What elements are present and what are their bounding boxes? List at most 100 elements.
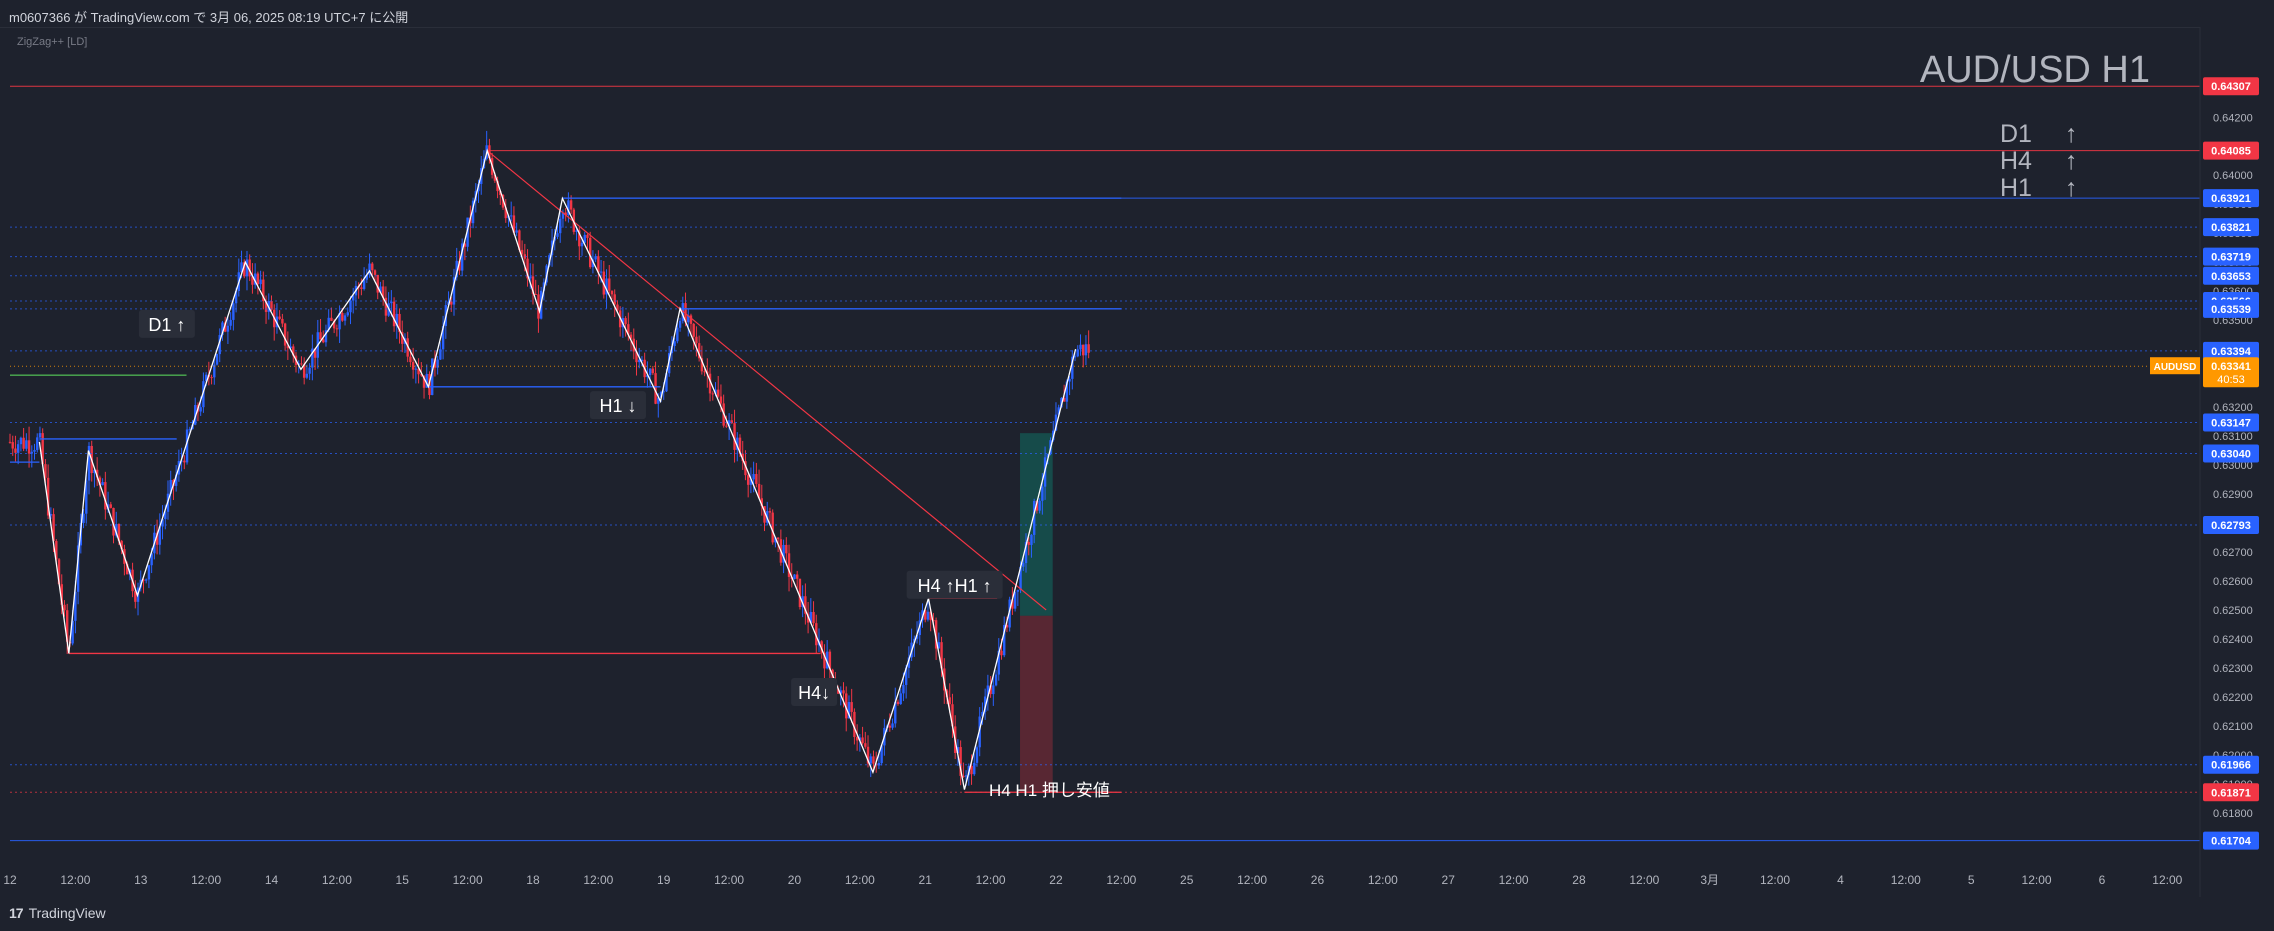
price-chart[interactable]: D1 ↑ H1 ↓ H4 ↑H1 ↑ H4↓ H4 H1 押し安値 0.64200 0.6… xyxy=(0,27,2274,897)
price-level-tag-label: 0.63539 xyxy=(2211,304,2251,316)
candle-body xyxy=(1079,344,1082,350)
price-level-tag-label: 0.63394 xyxy=(2211,346,2252,358)
x-tick-label: 12:00 xyxy=(2152,873,2182,887)
candle-body xyxy=(493,174,497,181)
y-tick-label: 0.62700 xyxy=(2213,547,2253,559)
candle-body xyxy=(828,651,832,670)
candle-body xyxy=(850,702,853,712)
candle-body xyxy=(431,358,434,395)
candle-body xyxy=(115,524,118,536)
candle-body xyxy=(144,579,148,581)
x-tick-label: 21 xyxy=(919,873,933,887)
candle-body xyxy=(599,271,603,273)
candle-body xyxy=(896,701,900,705)
candle-body xyxy=(85,480,88,514)
candle-body xyxy=(940,642,943,669)
publish-header: m0607366 が TradingView.com で 3月 06, 2025… xyxy=(0,0,2274,28)
price-level-tag-label: 0.64085 xyxy=(2211,146,2251,158)
x-tick-label: 12:00 xyxy=(2022,873,2052,887)
brand[interactable]: 17 TradingView xyxy=(9,905,106,921)
candle-body xyxy=(30,451,33,454)
candle-body xyxy=(757,483,761,499)
candle-body xyxy=(937,642,941,649)
candle-body xyxy=(161,519,164,527)
candle-body xyxy=(302,364,306,378)
candle-body xyxy=(76,545,80,592)
candle-body xyxy=(1022,563,1025,567)
structure-lines-layer xyxy=(10,85,2200,842)
candle-body xyxy=(1062,397,1066,402)
candle-body xyxy=(349,300,352,313)
annotation-label: H4 H1 押し安値 xyxy=(989,781,1110,800)
price-level-tag xyxy=(2203,189,2259,208)
trend-status-label: D1 xyxy=(2000,120,2032,148)
candle-body xyxy=(120,540,123,550)
candle-body xyxy=(22,437,25,449)
annotation-label: H4 ↑H1 ↑ xyxy=(918,576,992,596)
x-tick-label: 12:00 xyxy=(1629,873,1659,887)
y-tick-label: 0.62100 xyxy=(2213,721,2253,733)
candle-body xyxy=(956,747,960,754)
candle-body xyxy=(390,301,393,304)
y-tick-label: 0.64000 xyxy=(2213,170,2253,182)
candle-body xyxy=(915,634,919,639)
candle-body xyxy=(406,338,409,357)
candle-body xyxy=(934,620,938,649)
annotation-label: H1 ↓ xyxy=(599,396,636,416)
price-level-tag xyxy=(2203,831,2259,850)
candle-body xyxy=(422,375,426,388)
candle-body xyxy=(904,667,908,685)
candle-body xyxy=(311,348,314,368)
candle-body xyxy=(608,278,611,291)
candle-body xyxy=(16,444,20,453)
candle-body xyxy=(360,287,363,289)
x-tick-label: 12:00 xyxy=(1237,873,1267,887)
candle-body xyxy=(755,474,758,484)
candle-body xyxy=(785,544,788,554)
candle-body xyxy=(346,312,349,316)
candle-body xyxy=(678,320,682,328)
candle-body xyxy=(338,313,341,330)
candle-body xyxy=(932,620,935,622)
candle-body xyxy=(714,389,717,394)
annotation-bg xyxy=(138,309,195,338)
candle-body xyxy=(409,356,412,363)
candle-body xyxy=(194,405,197,425)
candle-body xyxy=(335,328,339,330)
chart-svg[interactable]: D1 ↑H1 ↓H4 ↑H1 ↑H4↓H4 H1 押し安値 0.642000.6… xyxy=(0,27,2274,897)
candle-body xyxy=(19,437,23,445)
x-tick-label: 12:00 xyxy=(1891,873,1921,887)
candle-body xyxy=(880,745,883,764)
candle-body xyxy=(25,440,28,449)
candle-body xyxy=(855,737,859,741)
candle-body xyxy=(308,367,311,374)
candle-body xyxy=(992,685,995,695)
candle-body xyxy=(93,469,96,474)
trend-status-arrow: ↑ xyxy=(2065,120,2078,148)
candle-body xyxy=(74,591,77,621)
candle-body xyxy=(613,294,616,305)
candle-body xyxy=(71,620,74,644)
candle-body xyxy=(708,373,712,394)
annotation-bg xyxy=(906,570,1003,599)
candle-body xyxy=(845,693,848,719)
candle-body xyxy=(676,327,679,342)
candle-body xyxy=(1041,486,1044,501)
x-tick-label: 6 xyxy=(2099,873,2106,887)
candle-body xyxy=(313,348,317,358)
candle-body xyxy=(534,294,537,296)
candle-body xyxy=(471,200,475,224)
trend-status-arrow: ↑ xyxy=(2065,147,2078,175)
zigzag-line xyxy=(38,148,1077,790)
candle-body xyxy=(836,688,840,694)
price-level-tag-label: 0.61871 xyxy=(2211,787,2251,799)
candle-body xyxy=(994,674,998,686)
candle-body xyxy=(1032,501,1036,535)
candle-body xyxy=(594,256,597,260)
candle-body xyxy=(1011,599,1014,609)
candle-body xyxy=(1003,625,1006,656)
price-level-tag-label: 0.63821 xyxy=(2211,222,2251,234)
candle-body xyxy=(975,747,979,763)
candle-body xyxy=(654,373,657,404)
candle-body xyxy=(455,260,458,278)
